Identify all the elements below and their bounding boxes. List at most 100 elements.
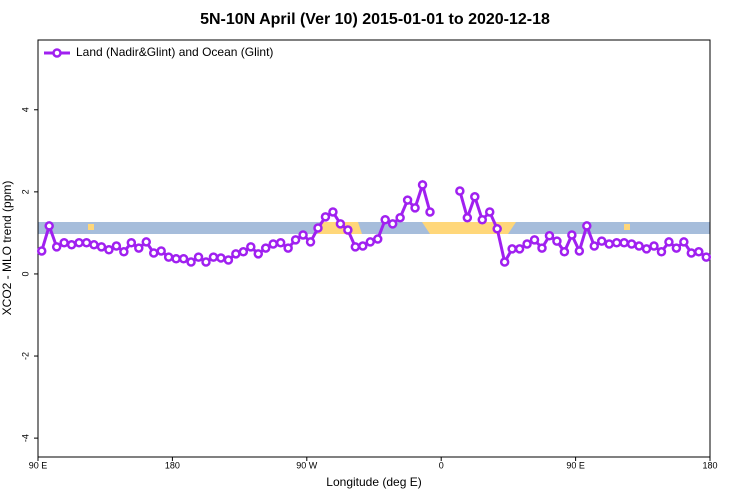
data-point [462,212,473,223]
y-tick-label: -4 [20,434,30,442]
data-point [507,244,517,254]
x-tick-label: 90 E [29,460,48,470]
data-point [275,238,286,248]
data-point [544,231,555,241]
data-point [604,239,614,249]
data-point [119,247,129,257]
data-point [596,236,607,246]
x-axis-label: Longitude (deg E) [326,475,421,489]
data-point [320,212,331,222]
data-point [81,238,92,248]
data-point [358,241,368,251]
data-point [574,246,585,256]
data-point [656,247,667,257]
data-point [514,244,525,254]
data-point [567,230,577,240]
data-point [290,235,301,245]
data-point [589,241,600,251]
chart-title: 5N-10N April (Ver 10) 2015-01-01 to 2020… [200,11,550,28]
legend-marker [52,48,62,58]
data-point [641,244,652,254]
data-point [216,253,226,263]
data-point [335,219,346,229]
y-axis-label: XCO2 - MLO trend (ppm) [0,181,14,316]
data-point [96,242,107,252]
data-point [111,241,122,251]
data-point [582,221,592,231]
data-point [178,254,189,264]
data-point [492,224,502,234]
y-tick-label: -2 [20,352,30,360]
x-tick-label: 90 W [296,460,318,470]
data-point [223,255,234,265]
data-point [686,248,697,258]
data-point [253,249,264,259]
data-point [246,242,256,252]
data-point [402,195,413,205]
data-point [104,244,114,255]
data-point [283,243,293,253]
data-point [36,246,47,256]
data-point [51,242,62,252]
data-point [268,239,278,249]
data-point [694,247,704,257]
data-point [664,237,674,247]
data-point [193,252,204,262]
data-point [89,240,99,250]
data-point [455,186,465,196]
data-point [134,243,144,253]
data-point [74,238,84,248]
data-point [66,240,77,250]
data-point [313,223,323,233]
legend-label: Land (Nadir&Glint) and Ocean (Glint) [76,45,273,59]
data-point [611,238,622,248]
data-point [186,257,196,267]
surface-mask [38,222,710,234]
data-point [365,237,376,247]
data-point [484,207,495,217]
data-point [425,207,435,217]
x-tick-label: 90 E [566,460,585,470]
x-tick-label: 180 [165,460,180,470]
data-point [537,243,547,253]
data-point [410,203,420,213]
data-point [328,207,338,217]
data-point [201,257,211,267]
y-tick-label: 2 [20,189,30,194]
data-point [141,237,152,247]
data-point [499,257,510,267]
data-point [522,239,532,249]
data-point [208,252,219,262]
data-point [59,238,69,248]
data-point [417,180,428,190]
data-point [649,241,659,251]
data-point [671,243,682,253]
data-point [298,230,308,240]
data-point [238,247,249,257]
data-point [156,246,166,256]
data-point [343,225,353,235]
data-point [231,249,241,259]
data-point [380,215,390,225]
data-point [387,219,398,229]
data-point [559,247,570,257]
data-point [163,252,174,262]
data-point [305,237,316,247]
data-point [552,236,562,246]
data-point [477,215,488,225]
data-point [679,237,689,247]
data-point [529,235,540,245]
data-point [260,243,271,253]
x-tick-label: 0 [439,460,444,470]
data-point [619,238,629,248]
data-point [634,241,644,251]
y-tick-label: 4 [20,107,30,112]
y-tick-label: 0 [20,271,30,276]
data-point [350,242,361,252]
x-tick-label: 180 [702,460,717,470]
data-point [470,192,480,202]
data-point [126,238,137,248]
data-point [701,252,712,262]
data-point [171,254,181,264]
